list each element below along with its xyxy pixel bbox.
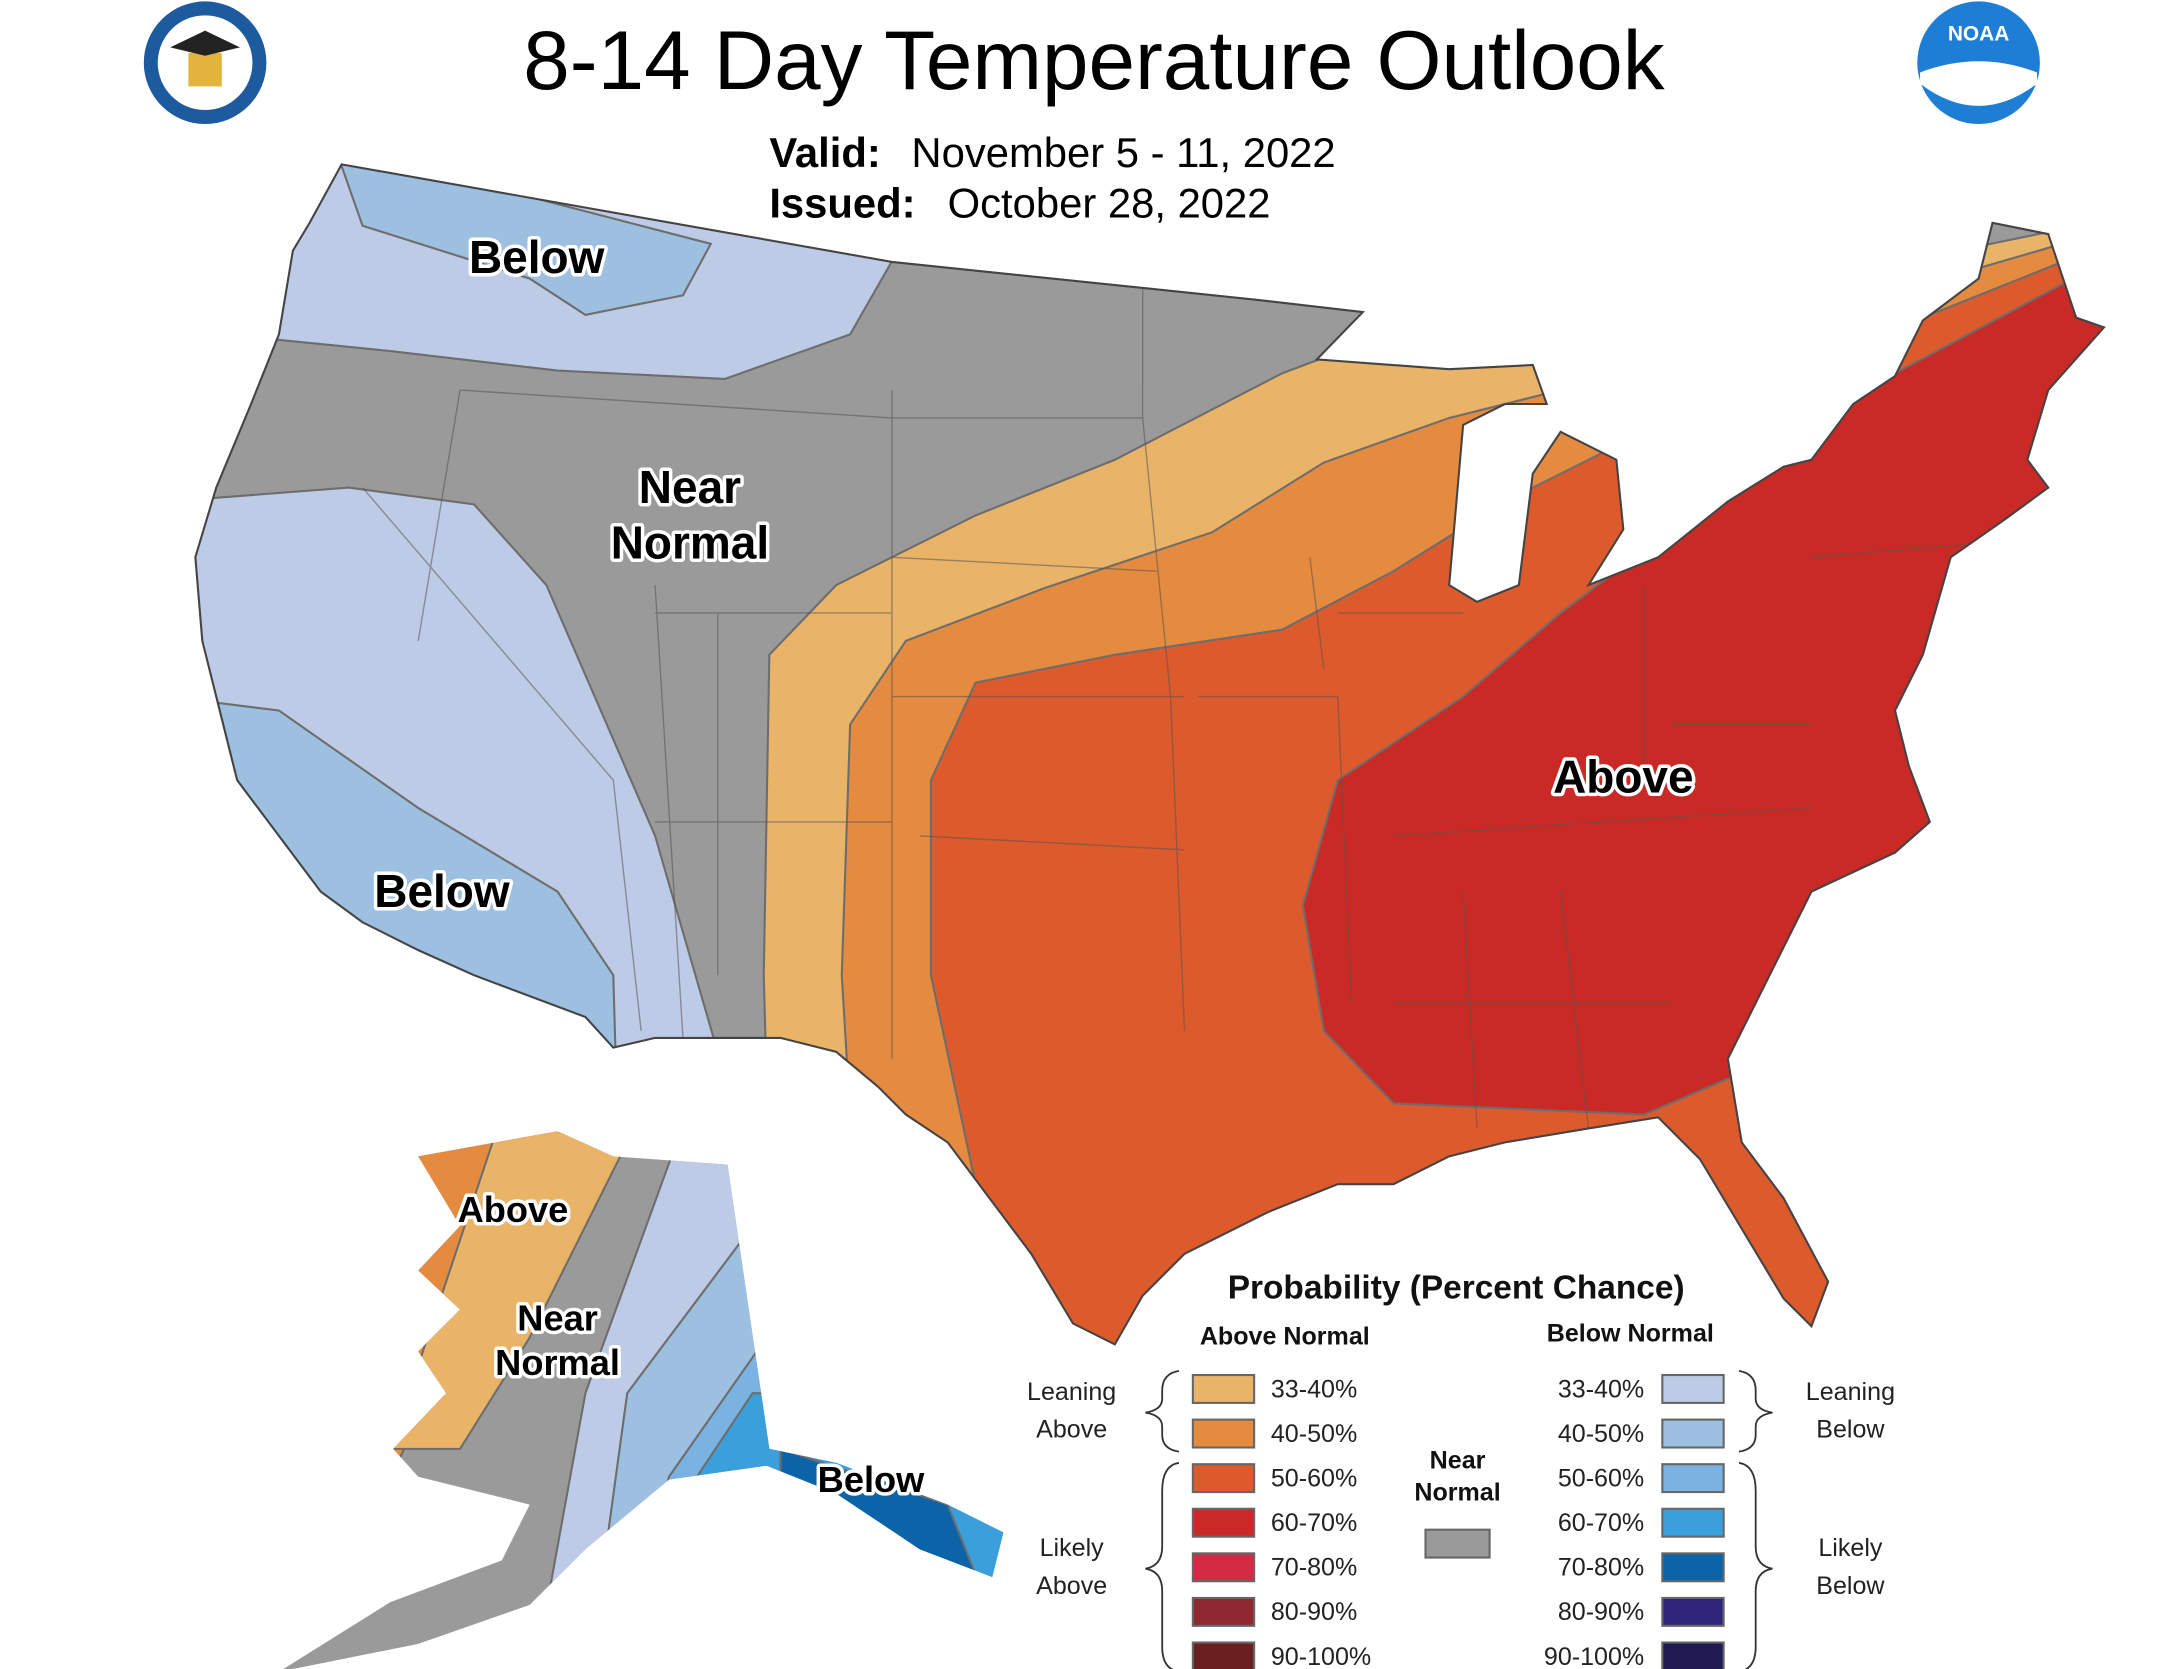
above-swatch-0 — [1191, 1373, 1256, 1404]
above-swatch-label-0: 33-40% — [1271, 1375, 1357, 1403]
above-swatch-label-1: 40-50% — [1271, 1420, 1357, 1448]
ak-below-label: Below — [818, 1459, 925, 1500]
issued-label: Issued: — [769, 179, 915, 226]
leaning-below-2: Below — [1816, 1416, 1885, 1444]
conus-outline — [194, 163, 2106, 1346]
above-swatch-6 — [1191, 1641, 1256, 1669]
nw-below-40-50-region — [333, 164, 713, 316]
leaning-above-1: Leaning — [1027, 1378, 1116, 1406]
sw-below-label: Below — [374, 865, 510, 917]
below-swatch-4 — [1661, 1552, 1725, 1583]
conus-map — [195, 164, 2104, 1345]
below-swatch-label-2: 50-60% — [1558, 1464, 1644, 1492]
below-normal-swatches: 33-40% 40-50% 50-60% 60-70% 70-80% 80-90% 90-1… — [1544, 1373, 1725, 1669]
above-swatch-4 — [1191, 1552, 1256, 1583]
near-normal-legend-1: Near — [1430, 1446, 1486, 1474]
doc-seal-logo — [143, 1, 267, 124]
below-normal-header: Below Normal — [1547, 1320, 1714, 1348]
above-swatch-label-3: 60-70% — [1271, 1509, 1357, 1537]
leaning-below-1: Leaning — [1806, 1378, 1895, 1406]
below-swatch-2 — [1661, 1463, 1725, 1494]
nw-below-label: Below — [469, 231, 605, 283]
valid-value: November 5 - 11, 2022 — [911, 129, 1335, 176]
above-normal-header: Above Normal — [1200, 1322, 1370, 1350]
below-swatch-3 — [1661, 1507, 1725, 1538]
ak-above-label: Above — [458, 1189, 569, 1230]
alaska-map — [278, 1131, 1004, 1669]
below-swatch-1 — [1661, 1418, 1725, 1449]
page-title: 8-14 Day Temperature Outlook — [523, 13, 1664, 107]
leaning-above-2: Above — [1036, 1416, 1107, 1444]
below-swatch-label-4: 70-80% — [1558, 1554, 1644, 1582]
issued-value: October 28, 2022 — [948, 179, 1271, 226]
below-swatch-label-6: 90-100% — [1544, 1643, 1644, 1669]
above-swatch-label-5: 80-90% — [1271, 1598, 1357, 1626]
above-swatch-label-4: 70-80% — [1271, 1554, 1357, 1582]
below-swatch-label-5: 80-90% — [1558, 1598, 1644, 1626]
above-swatch-5 — [1191, 1596, 1256, 1627]
above-swatch-3 — [1191, 1507, 1256, 1538]
below-swatch-6 — [1661, 1641, 1725, 1669]
near-normal-label-2: Normal — [611, 517, 769, 569]
state-borders — [361, 278, 1979, 1129]
below-swatch-label-1: 40-50% — [1558, 1420, 1644, 1448]
below-swatch-label-0: 33-40% — [1558, 1375, 1644, 1403]
legend: Probability (Percent Chance) Above Norma… — [1027, 1269, 1895, 1669]
valid-label: Valid: — [769, 129, 880, 176]
above-swatch-label-6: 90-100% — [1271, 1643, 1371, 1669]
likely-above-2: Above — [1036, 1572, 1107, 1600]
legend-braces — [1145, 1369, 1773, 1669]
ak-below-60-70-region — [695, 1392, 1004, 1669]
noaa-logo: NOAA — [1917, 1, 2040, 124]
below-swatch-label-3: 60-70% — [1558, 1509, 1644, 1537]
likely-below-2: Below — [1816, 1572, 1885, 1600]
below-swatch-5 — [1661, 1596, 1725, 1627]
near-normal-legend-2: Normal — [1414, 1478, 1500, 1506]
ak-near-label-2: Normal — [495, 1342, 620, 1383]
above-swatch-label-2: 50-60% — [1271, 1464, 1357, 1492]
above-swatch-2 — [1191, 1463, 1256, 1494]
above-swatch-1 — [1191, 1418, 1256, 1449]
noaa-logo-text: NOAA — [1948, 22, 2009, 45]
below-swatch-0 — [1661, 1373, 1725, 1404]
near-normal-label-1: Near — [639, 461, 741, 513]
ak-near-label-1: Near — [517, 1297, 598, 1338]
likely-above-1: Likely — [1040, 1534, 1105, 1562]
east-above-label: Above — [1553, 751, 1694, 803]
near-normal-swatch — [1424, 1528, 1491, 1559]
legend-title: Probability (Percent Chance) — [1228, 1269, 1685, 1306]
likely-below-1: Likely — [1818, 1534, 1883, 1562]
above-normal-swatches: 33-40% 40-50% 50-60% 60-70% 70-80% 80-90% 90-1… — [1191, 1373, 1371, 1669]
